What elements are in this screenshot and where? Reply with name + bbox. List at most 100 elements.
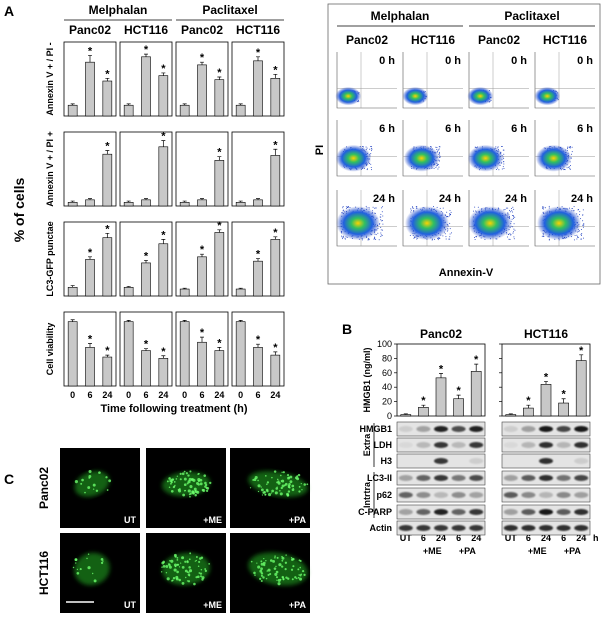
error-bar (200, 198, 204, 200)
punctum (166, 577, 170, 581)
event-dot (582, 224, 584, 226)
bar (505, 414, 517, 417)
punctum (206, 487, 210, 490)
event-dot (370, 147, 372, 149)
y-title: % of cells (11, 178, 27, 243)
time-label: 0 h (511, 55, 527, 67)
event-dot (366, 147, 368, 149)
bar (453, 398, 464, 417)
punctum (173, 480, 176, 483)
blot-band (469, 509, 484, 515)
event-dot (380, 219, 382, 221)
punctum (300, 573, 303, 576)
punctum (260, 560, 263, 563)
time-label: 6 h (379, 123, 395, 135)
significance-star: * (144, 250, 149, 262)
punctum (203, 474, 207, 477)
event-dot (439, 156, 441, 158)
event-dot (582, 226, 584, 228)
punctum (277, 582, 281, 586)
blot-group: Extra (362, 433, 372, 457)
error-bar (273, 236, 278, 240)
flow-x-title: Annexin-V (439, 267, 494, 279)
punctum (108, 479, 112, 483)
punctum (175, 478, 178, 480)
flow-axes (468, 190, 529, 247)
error-bar (70, 319, 75, 322)
punctum (192, 492, 195, 495)
punctum (281, 479, 285, 483)
error-bar (579, 354, 584, 361)
event-dot (369, 148, 371, 150)
punctum (204, 569, 208, 572)
punctum (262, 491, 265, 494)
bar (102, 153, 113, 207)
bar (179, 288, 190, 297)
cell-body (74, 552, 110, 586)
punctum (92, 488, 95, 490)
bar (540, 384, 552, 417)
event-density (535, 144, 572, 172)
condition-label: UT (124, 515, 136, 525)
error-bar (88, 256, 92, 260)
blot-label: H3 (380, 456, 392, 466)
punctum (178, 578, 181, 582)
event-dot (437, 164, 439, 166)
punctum (204, 568, 207, 571)
bar (85, 199, 95, 207)
blot-band (539, 442, 553, 448)
punctum (289, 487, 291, 489)
punctum (284, 567, 287, 571)
row-label: Cell viability (45, 323, 55, 376)
punctum (183, 477, 187, 481)
event-dot (371, 148, 373, 150)
bar (85, 259, 95, 297)
event-dot (513, 215, 515, 217)
event-dot (503, 163, 505, 165)
punctum (260, 574, 263, 577)
blot-band (469, 492, 484, 498)
drug-header: Paclitaxel (504, 9, 559, 23)
event-dot (442, 235, 444, 237)
punctum (74, 558, 78, 562)
event-density (467, 86, 494, 106)
event-dot (474, 236, 476, 238)
blot-band (398, 492, 413, 498)
blot-band (503, 509, 518, 515)
event-dot (451, 232, 453, 234)
flow-axes (534, 190, 595, 247)
cell-header: HCT116 (236, 23, 280, 37)
event-dot (348, 205, 350, 207)
blot-band (469, 475, 484, 481)
event-dot (510, 208, 512, 210)
y-title: HMGB1 (ng/ml) (362, 348, 372, 413)
punctum (100, 558, 104, 561)
event-dot (411, 207, 413, 209)
event-dot (438, 149, 440, 151)
event-dot (569, 168, 571, 170)
event-dot (439, 237, 441, 239)
bar (235, 104, 246, 117)
punctum (279, 492, 283, 496)
punctum (189, 492, 192, 495)
event-dot (498, 169, 500, 171)
event-dot (543, 206, 545, 208)
punctum (170, 489, 174, 493)
event-dot (513, 238, 515, 240)
row-label: Panc02 (37, 467, 51, 509)
punctum (264, 474, 267, 477)
error-bar (70, 200, 75, 203)
bar (270, 239, 281, 297)
punctum (105, 476, 108, 479)
time-label: 6 h (577, 123, 593, 135)
x-tick-label: 6 (526, 533, 531, 543)
significance-star: * (105, 68, 110, 80)
error-bar (161, 72, 166, 76)
drug-header: Melphalan (371, 9, 430, 23)
event-dot (508, 238, 510, 240)
event-dot (367, 239, 369, 241)
punctum (290, 568, 294, 571)
punctum (257, 479, 259, 482)
punctum (187, 474, 190, 477)
event-dot (437, 168, 439, 170)
